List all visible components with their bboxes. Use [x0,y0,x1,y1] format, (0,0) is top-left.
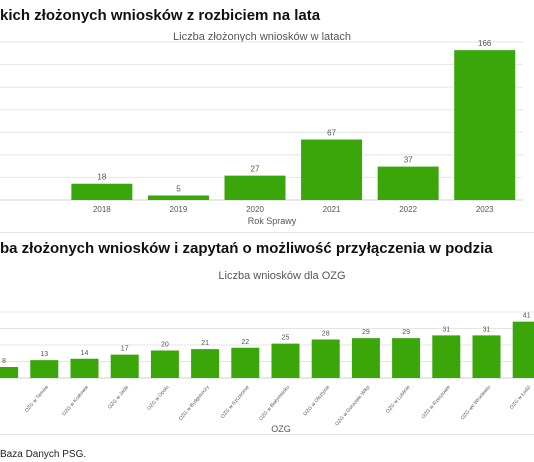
bar [70,358,99,378]
x-tick-label: OZG w Opolu [146,384,170,411]
bar [0,367,19,378]
bar [71,183,133,200]
data-label: 31 [483,326,491,333]
bar [147,195,209,200]
x-tick-label: OZG w Łodzi [509,384,532,410]
bar [271,343,300,378]
x-tick-label: 2018 [93,205,111,214]
x-tick-label: OZG w Gorzowie Wlkp [334,384,371,427]
data-label: 67 [327,129,336,138]
data-label: 20 [161,342,169,349]
x-tick-label: OZG w Lublinie [385,384,412,414]
x-tick-label: OZG w Tarnów [24,384,50,414]
chart-panel-ozg: Liczba wniosków dla OZG 8 13 OZG w Tarnów 14… [0,262,534,435]
data-label: 37 [404,156,413,165]
data-label: 8 [2,358,6,365]
bar [191,349,220,378]
data-label: 21 [201,340,209,347]
data-label: 29 [362,329,370,336]
x-tick-label: OZG w Jaśle [107,384,130,410]
x-tick-label: OZG w Olsztynie [302,384,331,417]
x-axis-title: Rok Sprawy [248,216,297,226]
x-tick-label: OZG we Wrocławiu [460,384,492,421]
bar [432,335,461,378]
bar [512,321,534,378]
x-tick-label: 2022 [399,205,417,214]
chart-panel-years: Liczba złożonych wniosków w latach 18 2018… [0,28,534,233]
data-label: 22 [241,339,249,346]
bar [110,354,139,378]
section-heading-years: kich złożonych wniosków z rozbiciem na l… [0,7,321,24]
data-label: 25 [282,335,290,342]
bar [377,166,439,200]
data-label: 31 [442,326,450,333]
data-label: 28 [322,331,330,338]
bar [231,347,260,378]
x-tick-label: OZG w Rzeszowie [421,384,452,420]
x-axis-title: OZG [271,424,291,434]
data-label: 27 [251,165,260,174]
bar [224,175,286,200]
chart-title: Liczba wniosków dla OZG [218,270,345,282]
x-tick-label: OZG w Bydgoszczy [178,384,211,422]
x-tick-label: OZG w Białymstoku [258,384,291,422]
bar [30,360,59,378]
data-label: 14 [81,350,89,357]
data-label: 41 [523,313,531,320]
bar [311,339,340,378]
data-label: 13 [40,351,48,358]
chart-title: Liczba złożonych wniosków w latach [173,31,351,43]
section-heading-ozg: ba złożonych wniosków i zapytań o możliw… [0,240,493,257]
x-tick-label: 2023 [476,205,494,214]
data-label: 166 [478,39,492,48]
data-label: 29 [402,329,410,336]
data-label: 17 [121,346,129,353]
bar [301,139,363,200]
bar [392,338,421,378]
bar [150,350,179,378]
x-tick-label: 2019 [170,205,188,214]
source-note: Baza Danych PSG. [0,449,87,460]
bar [351,338,380,378]
x-tick-label: OZG w Krakowie [61,384,90,417]
bar [454,50,516,200]
x-tick-label: 2020 [246,205,264,214]
x-tick-label: 2021 [323,205,341,214]
bar-chart-ozg: Liczba wniosków dla OZG 8 13 OZG w Tarnów 14… [0,270,534,434]
data-label: 18 [97,173,106,182]
x-tick-label: OZG w Szczecinie [220,384,251,420]
data-label: 5 [176,184,181,193]
bar-chart-years: Liczba złożonych wniosków w latach 18 2018… [0,31,523,226]
bar [472,335,501,378]
